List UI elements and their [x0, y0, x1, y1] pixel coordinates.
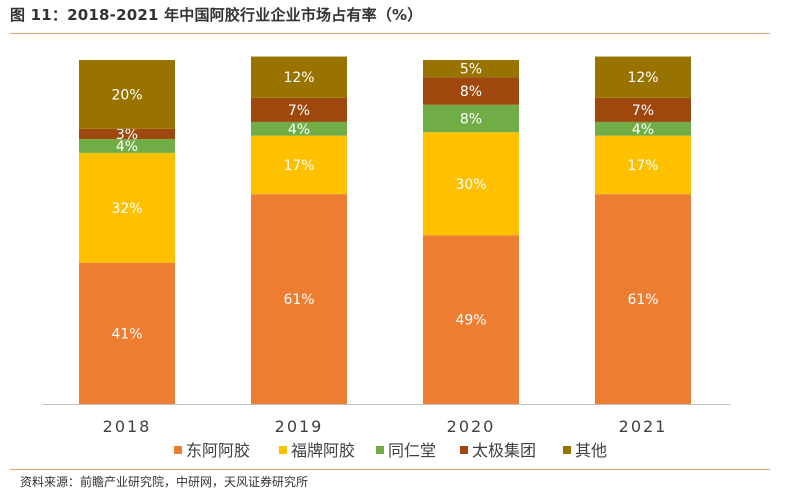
- bar-segment-2018-3: [79, 128, 175, 140]
- data-label-2021-2: 4%: [632, 122, 654, 138]
- data-label-2019-1: 17%: [283, 158, 314, 174]
- data-label-2020-3: 8%: [460, 84, 482, 100]
- bar-segment-2021-4: [595, 56, 691, 98]
- bar-segment-2019-0: [251, 194, 347, 404]
- bar-segment-2019-4: [251, 56, 347, 98]
- bar-segment-2020-4: [423, 60, 519, 78]
- bottom-divider: [10, 469, 770, 470]
- bar-segment-2020-3: [423, 77, 519, 105]
- bar-segment-2021-1: [595, 135, 691, 195]
- legend-label-1: 福牌阿胶: [291, 441, 355, 460]
- data-label-2018-4: 20%: [111, 87, 142, 103]
- bar-segment-2021-3: [595, 97, 691, 122]
- x-tick-label-2020: 2020: [447, 417, 496, 436]
- legend-swatch-0: [174, 446, 182, 454]
- bar-segment-2018-0: [79, 262, 175, 404]
- data-label-2018-0: 41%: [111, 326, 142, 342]
- bar-segment-2018-4: [79, 60, 175, 129]
- top-divider: [10, 33, 770, 34]
- data-label-2019-0: 61%: [283, 292, 314, 308]
- figure-title: 图 11：2018-2021 年中国阿胶行业企业市场占有率（%）: [10, 6, 423, 24]
- source-note: 资料来源：前瞻产业研究院，中研网，天风证券研究所: [20, 475, 309, 489]
- x-tick-label-2019: 2019: [275, 417, 324, 436]
- x-tick-label-2021: 2021: [619, 417, 668, 436]
- bar-segment-2018-1: [79, 152, 175, 263]
- data-label-2018-3: 3%: [116, 127, 138, 143]
- legend-label-4: 其他: [575, 441, 607, 460]
- x-tick-label-2018: 2018: [103, 417, 152, 436]
- data-label-2020-2: 8%: [460, 111, 482, 127]
- legend-label-3: 太极集团: [472, 441, 536, 460]
- bar-segment-2019-2: [251, 121, 347, 136]
- legend-swatch-3: [460, 446, 468, 454]
- data-label-2021-1: 17%: [627, 158, 658, 174]
- bar-segment-2021-0: [595, 194, 691, 404]
- bar-segment-2018-2: [79, 139, 175, 153]
- data-label-2020-0: 49%: [455, 313, 486, 329]
- bar-segment-2020-0: [423, 235, 519, 404]
- x-tick-labels: 2018 2019 2020 2021: [103, 417, 668, 436]
- bar-segment-2020-2: [423, 104, 519, 133]
- bars-layer: 41%32%4%3%20%61%17%4%7%12%49%30%8%8%5%61…: [79, 56, 691, 404]
- data-label-2019-2: 4%: [288, 122, 310, 138]
- bar-segment-2021-2: [595, 121, 691, 136]
- legend-swatch-2: [376, 446, 384, 454]
- legend-label-2: 同仁堂: [388, 441, 436, 460]
- data-label-2019-4: 12%: [283, 70, 314, 86]
- data-label-2021-4: 12%: [627, 70, 658, 86]
- bar-segment-2019-3: [251, 97, 347, 122]
- bar-segment-2019-1: [251, 135, 347, 195]
- data-label-2021-3: 7%: [632, 103, 654, 119]
- legend-swatch-1: [279, 446, 287, 454]
- data-label-2020-1: 30%: [455, 177, 486, 193]
- data-label-2019-3: 7%: [288, 103, 310, 119]
- data-label-2021-0: 61%: [627, 292, 658, 308]
- data-label-2018-1: 32%: [111, 201, 142, 217]
- legend: 东阿阿胶 福牌阿胶 同仁堂 太极集团 其他: [174, 441, 607, 460]
- legend-label-0: 东阿阿胶: [186, 441, 250, 460]
- bar-segment-2020-1: [423, 132, 519, 236]
- data-label-2018-2: 4%: [116, 139, 138, 155]
- stacked-bar-chart: 41%32%4%3%20%61%17%4%7%12%49%30%8%8%5%61…: [42, 56, 730, 460]
- data-label-2020-4: 5%: [460, 62, 482, 78]
- legend-swatch-4: [563, 446, 571, 454]
